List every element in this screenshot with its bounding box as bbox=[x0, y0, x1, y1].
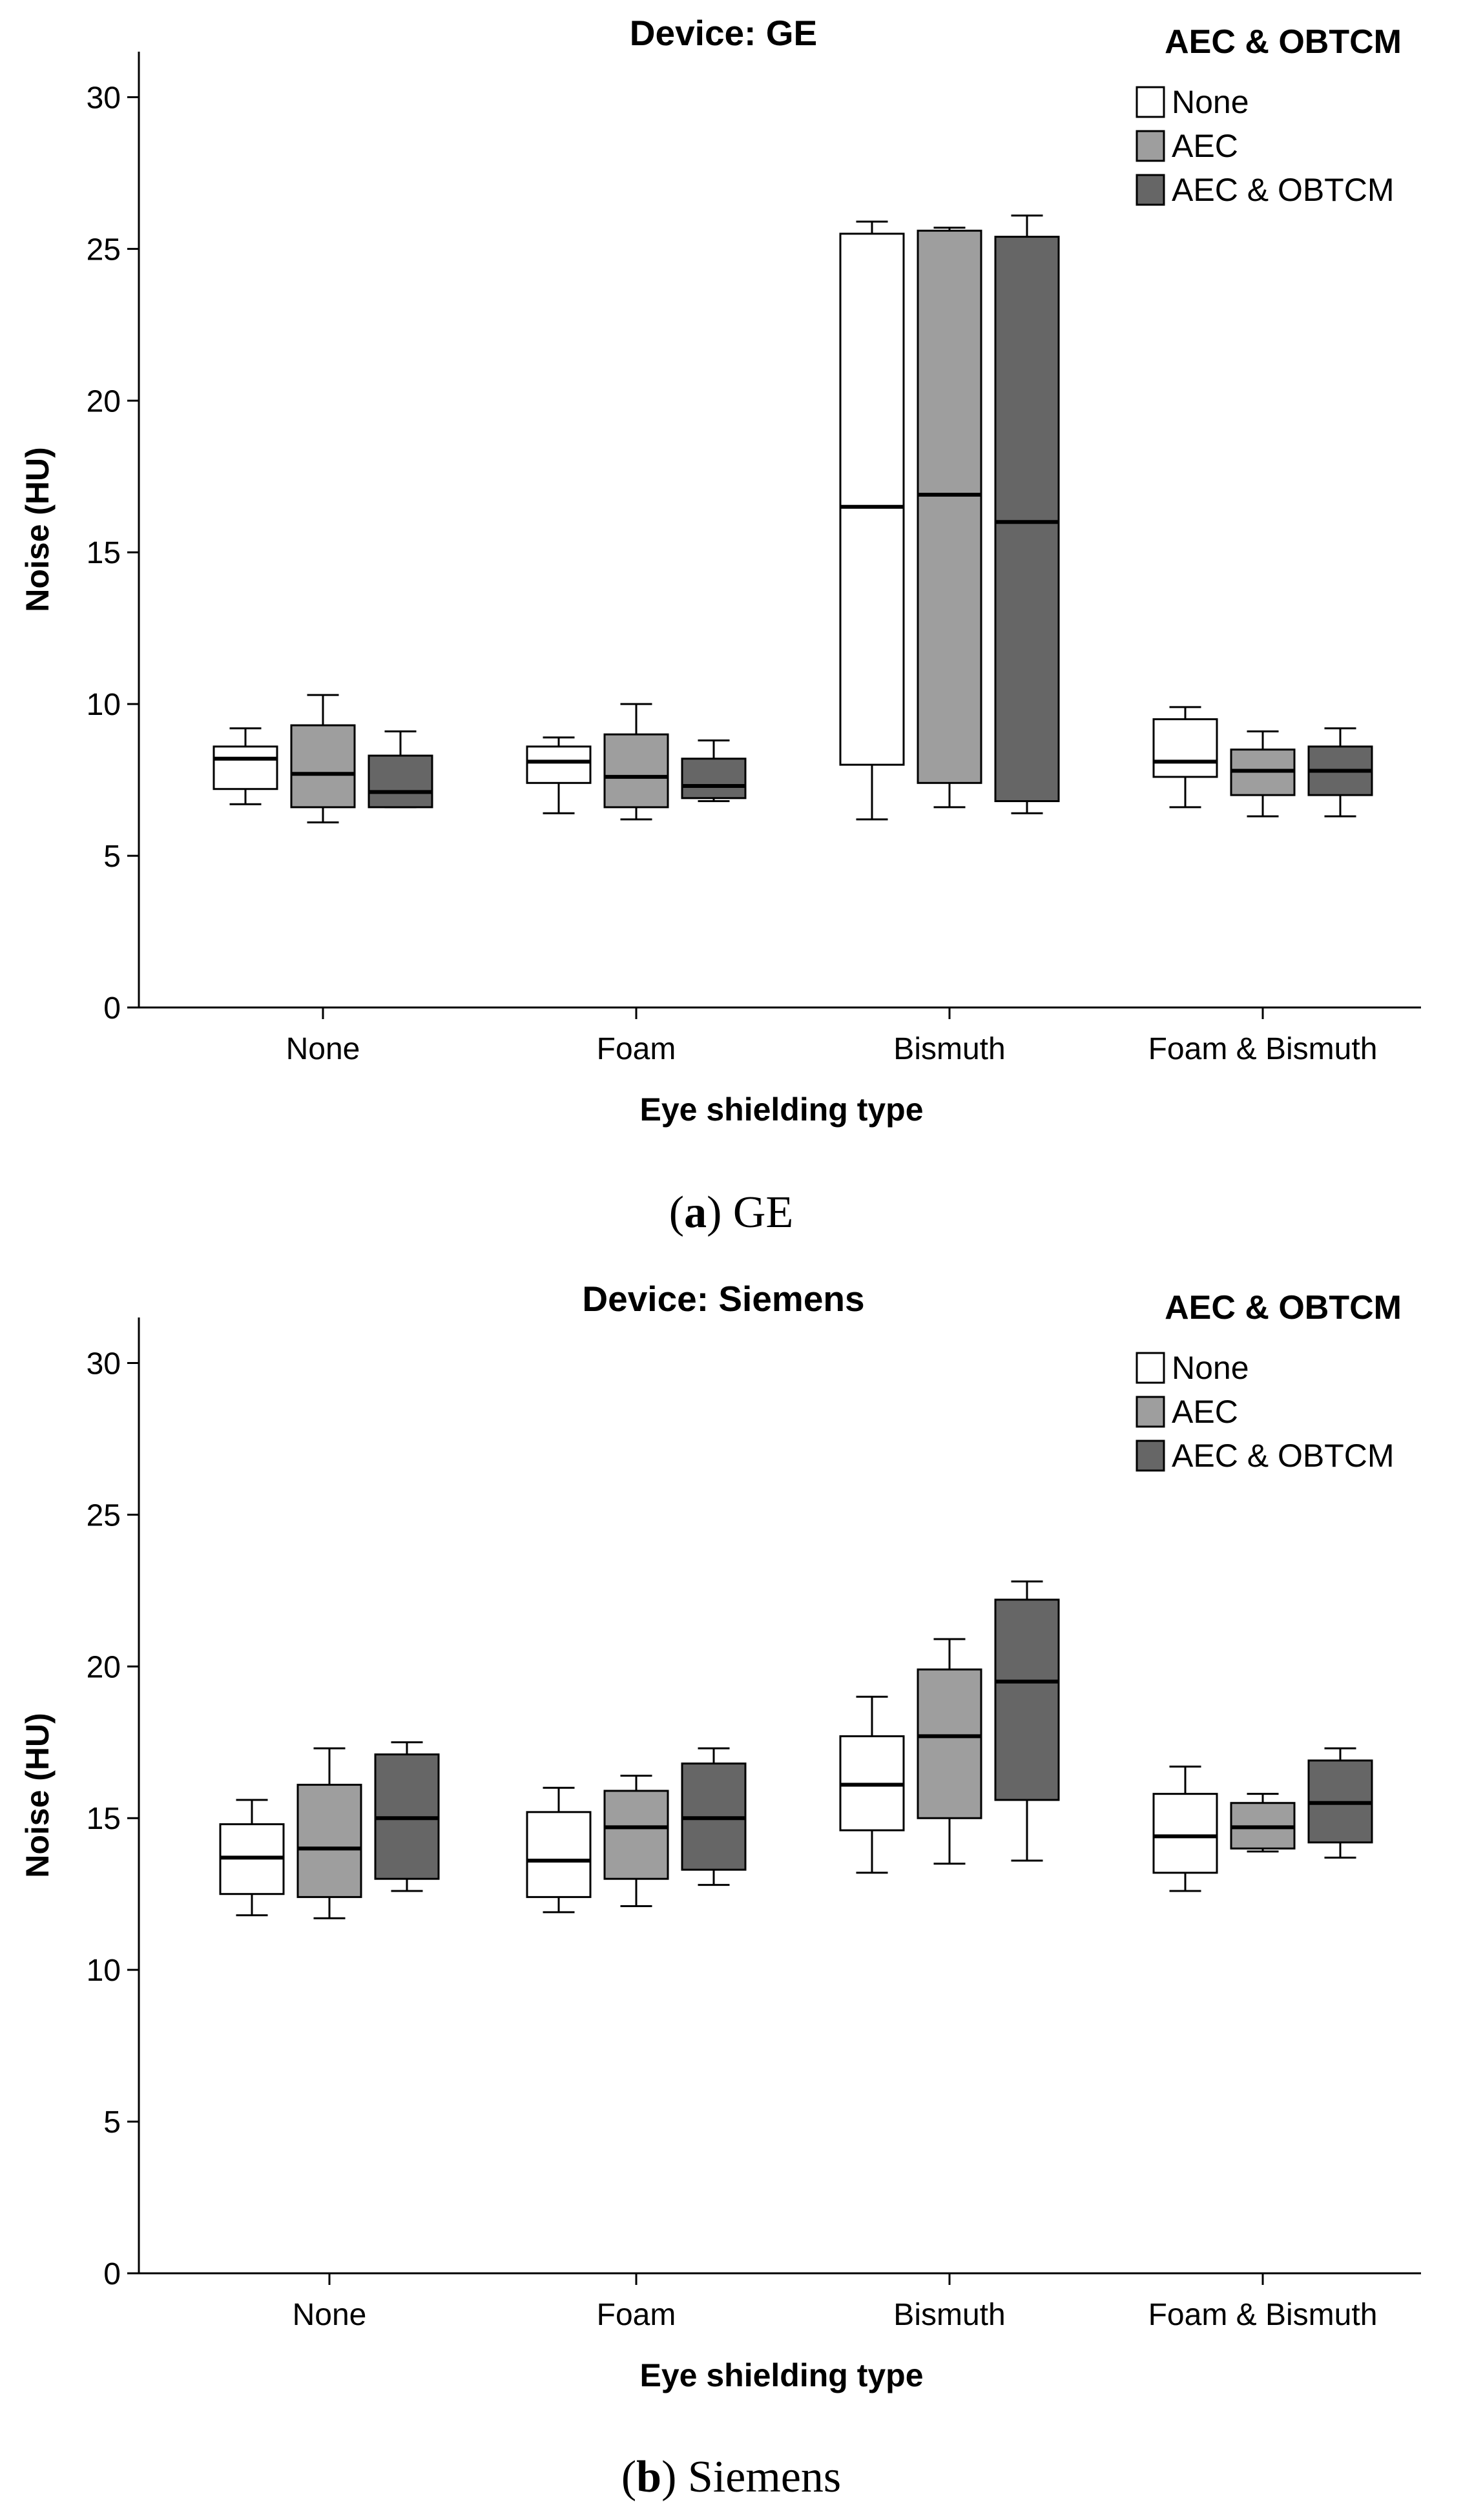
x-tick-label: Foam & Bismuth bbox=[1148, 2298, 1378, 2332]
box-aec-obtcm-foam bbox=[681, 1747, 747, 1886]
legend-entry-label: None bbox=[1172, 84, 1249, 120]
chart-title: Device: Siemens bbox=[582, 1279, 864, 1319]
x-tick-label: Foam bbox=[597, 1032, 676, 1066]
y-tick-label: 0 bbox=[103, 2257, 121, 2291]
box-iqr bbox=[1152, 718, 1218, 778]
box-aec-obtcm-foam bbox=[681, 739, 747, 803]
x-axis-label: Eye shielding type bbox=[639, 2357, 923, 2393]
box-iqr bbox=[1152, 1793, 1218, 1874]
box-iqr bbox=[296, 1784, 362, 1898]
y-tick-label: 5 bbox=[103, 2105, 121, 2140]
box-aec-obtcm-bismuth bbox=[994, 1580, 1060, 1862]
legend-swatch bbox=[1136, 1352, 1165, 1384]
box-iqr bbox=[917, 229, 982, 784]
y-tick-label: 25 bbox=[87, 1498, 121, 1533]
x-tick-label: Bismuth bbox=[893, 1032, 1005, 1066]
x-axis-label: Eye shielding type bbox=[639, 1091, 923, 1128]
legend-swatch bbox=[1136, 1440, 1165, 1472]
box-aec-foam bbox=[603, 703, 669, 821]
box-none-bismuth bbox=[839, 1695, 905, 1874]
box-iqr bbox=[917, 1668, 982, 1819]
box-iqr bbox=[681, 758, 747, 800]
legend: AEC & OBTCM None AEC AEC & OBTCM bbox=[1136, 1289, 1402, 1474]
box-iqr bbox=[603, 733, 669, 809]
box-iqr bbox=[994, 1598, 1060, 1801]
box-iqr bbox=[994, 236, 1060, 803]
box-aec-obtcm-foam-bismuth bbox=[1307, 727, 1373, 818]
legend-swatch bbox=[1136, 1396, 1165, 1428]
box-aec-obtcm-none bbox=[368, 730, 433, 809]
box-iqr bbox=[526, 745, 592, 784]
y-tick-label: 15 bbox=[87, 1802, 121, 1836]
panel-ge: Device: GE 0 5 10 15 20 25 30 Noise (HU) None Foam… bbox=[19, 13, 1421, 1237]
legend-entry-label: AEC bbox=[1172, 1394, 1238, 1430]
legend-title: AEC & OBTCM bbox=[1165, 23, 1402, 61]
box-iqr bbox=[368, 754, 433, 809]
box-iqr bbox=[526, 1811, 592, 1898]
y-tick-label: 5 bbox=[103, 840, 121, 874]
y-tick-label: 0 bbox=[103, 991, 121, 1026]
y-tick-label: 10 bbox=[87, 688, 121, 722]
legend-entry-label: None bbox=[1172, 1350, 1249, 1386]
y-tick-label: 20 bbox=[87, 384, 121, 418]
legend-swatch bbox=[1136, 130, 1165, 162]
box-aec-obtcm-bismuth bbox=[994, 214, 1060, 814]
y-tick-label: 30 bbox=[87, 1347, 121, 1381]
figure-caption: (a) GE bbox=[669, 1188, 793, 1237]
box-iqr bbox=[603, 1790, 669, 1880]
panel-siemens: Device: Siemens 0 5 10 15 20 25 30 Noise (HU) Non… bbox=[19, 1279, 1421, 2502]
legend-swatch bbox=[1136, 174, 1165, 206]
box-iqr bbox=[290, 724, 356, 809]
figure-caption: (b) Siemens bbox=[621, 2452, 841, 2502]
legend-entry-label: AEC bbox=[1172, 128, 1238, 164]
x-tick-label: None bbox=[293, 2298, 367, 2332]
box-none-none bbox=[213, 727, 278, 805]
y-tick-label: 15 bbox=[87, 536, 121, 570]
box-none-foam-bismuth bbox=[1152, 706, 1218, 809]
y-axis-label: Noise (HU) bbox=[19, 1713, 56, 1878]
box-aec-obtcm-none bbox=[374, 1741, 440, 1892]
box-iqr bbox=[839, 232, 905, 766]
box-none-foam-bismuth bbox=[1152, 1765, 1218, 1892]
box-aec-foam bbox=[603, 1774, 669, 1907]
box-aec-foam-bismuth bbox=[1230, 730, 1296, 818]
box-none-foam bbox=[526, 736, 592, 814]
y-tick-label: 25 bbox=[87, 232, 121, 267]
chart-title: Device: GE bbox=[630, 13, 817, 53]
box-iqr bbox=[213, 745, 278, 790]
box-none-foam bbox=[526, 1786, 592, 1914]
y-axis-label: Noise (HU) bbox=[19, 447, 56, 612]
box-aec-bismuth bbox=[917, 227, 982, 809]
legend: AEC & OBTCM None AEC AEC & OBTCM bbox=[1136, 23, 1402, 208]
x-tick-label: Foam bbox=[597, 2298, 676, 2332]
box-none-none bbox=[219, 1799, 285, 1917]
x-tick-label: Bismuth bbox=[893, 2298, 1005, 2332]
box-aec-none bbox=[296, 1747, 362, 1919]
x-tick-label: Foam & Bismuth bbox=[1148, 1032, 1378, 1066]
y-tick-label: 30 bbox=[87, 81, 121, 115]
legend-title: AEC & OBTCM bbox=[1165, 1289, 1402, 1327]
box-aec-bismuth bbox=[917, 1638, 982, 1865]
legend-entry-label: AEC & OBTCM bbox=[1172, 1438, 1394, 1474]
box-aec-none bbox=[290, 694, 356, 823]
box-none-bismuth bbox=[839, 220, 905, 821]
y-tick-label: 20 bbox=[87, 1650, 121, 1684]
box-aec-obtcm-foam-bismuth bbox=[1307, 1747, 1373, 1859]
legend-swatch bbox=[1136, 86, 1165, 118]
y-tick-label: 10 bbox=[87, 1954, 121, 1988]
box-aec-foam-bismuth bbox=[1230, 1793, 1296, 1853]
legend-entry-label: AEC & OBTCM bbox=[1172, 172, 1394, 208]
x-tick-label: None bbox=[286, 1032, 360, 1066]
